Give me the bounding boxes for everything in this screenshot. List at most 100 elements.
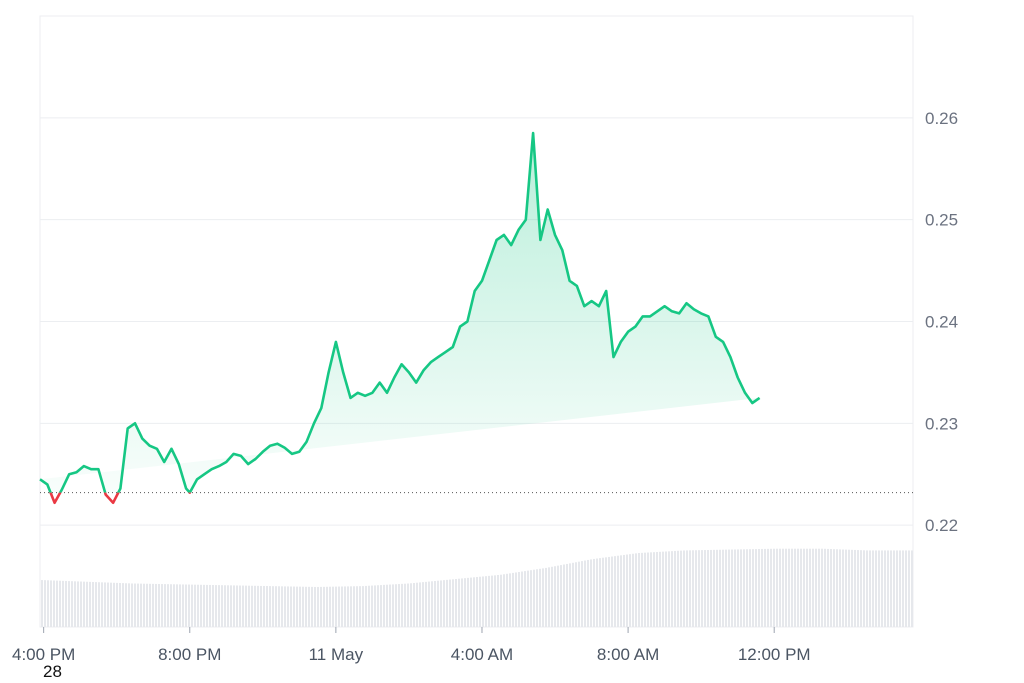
volume-bar [332, 586, 334, 627]
volume-bar [185, 584, 187, 627]
volume-bar [605, 557, 607, 627]
volume-bar [506, 573, 508, 627]
volume-bar [773, 548, 775, 627]
volume-bar [152, 583, 154, 627]
volume-bar [248, 585, 250, 627]
volume-bar [896, 550, 898, 627]
volume-bar [308, 586, 310, 627]
volume-bar [287, 586, 289, 627]
volume-bar [245, 585, 247, 627]
volume-bar [104, 582, 106, 627]
volume-bar [830, 549, 832, 627]
volume-bar [494, 575, 496, 627]
volume-bar [344, 586, 346, 627]
volume-bar [128, 583, 130, 627]
volume-bar [89, 581, 91, 627]
volume-bar [86, 581, 88, 627]
volume-bar [218, 585, 220, 627]
volume-bar [662, 551, 664, 627]
volume-bar [179, 584, 181, 627]
volume-bar [173, 584, 175, 627]
volume-bar [851, 549, 853, 627]
volume-bar [485, 576, 487, 627]
volume-bar [221, 585, 223, 627]
volume-bar [713, 549, 715, 627]
volume-bar [419, 582, 421, 627]
y-tick-label: 0.23 [925, 414, 958, 433]
volume-bar [443, 580, 445, 627]
volume-bar [386, 584, 388, 627]
volume-bar [803, 548, 805, 627]
volume-bar [881, 550, 883, 627]
volume-bar [290, 586, 292, 627]
volume-bar [131, 583, 133, 627]
volume-bar [251, 585, 253, 627]
volume-bar [491, 575, 493, 627]
price-area [40, 133, 760, 493]
volume-bar [458, 578, 460, 627]
volume-bar [641, 552, 643, 627]
volume-bar [380, 585, 382, 627]
volume-bar [542, 568, 544, 627]
volume-bar [812, 548, 814, 627]
volume-bar [533, 569, 535, 627]
volume-bar [113, 582, 115, 627]
price-line-up [39, 131, 761, 493]
volume-bar [323, 586, 325, 627]
volume-bar [353, 586, 355, 627]
volume-bar [548, 567, 550, 627]
volume-bar [854, 549, 856, 627]
volume-bar [371, 585, 373, 627]
volume-bar [293, 586, 295, 627]
volume-bar [242, 585, 244, 627]
y-tick-label: 0.24 [925, 313, 958, 332]
volume-bar [518, 571, 520, 627]
volume-bar [275, 586, 277, 627]
volume-bar [452, 579, 454, 627]
volume-bar [749, 549, 751, 627]
volume-bar [497, 575, 499, 627]
volume-bar [560, 565, 562, 627]
volume-bar [737, 549, 739, 627]
volume-bar [845, 549, 847, 627]
volume-bar [686, 550, 688, 627]
volume-bar [206, 584, 208, 627]
volume-bar [788, 548, 790, 627]
volume-bar [161, 584, 163, 627]
volume-bar [575, 562, 577, 627]
volume-bar [143, 583, 145, 627]
volume-bar [611, 556, 613, 627]
volume-bar [887, 550, 889, 627]
volume-bar [578, 561, 580, 627]
volume-bar [359, 586, 361, 627]
volume-bar [281, 586, 283, 627]
x-tick-label: 8:00 AM [597, 645, 659, 664]
volume-bar [74, 581, 76, 627]
volume-bar [716, 549, 718, 627]
volume-bar [566, 563, 568, 627]
volume-bar [167, 584, 169, 627]
volume-bar [488, 575, 490, 627]
volume-bar [119, 583, 121, 627]
volume-bar [800, 548, 802, 627]
volume-bar [416, 582, 418, 627]
volume-bar [863, 550, 865, 627]
volume-bar [902, 550, 904, 627]
volume-bar [407, 583, 409, 627]
volume-bar [878, 550, 880, 627]
volume-bar [212, 585, 214, 627]
volume-bar [587, 559, 589, 627]
x-tick-label: 4:00 PM [12, 645, 75, 664]
volume-bar [53, 580, 55, 627]
volume-bar [77, 581, 79, 627]
x-tick-label: 11 May [309, 645, 364, 664]
volume-bar [683, 550, 685, 627]
volume-bar [674, 550, 676, 627]
volume-bar [101, 582, 103, 627]
volume-bar [764, 548, 766, 627]
volume-bar [860, 550, 862, 627]
volume-bar [296, 586, 298, 627]
volume-bar [884, 550, 886, 627]
volume-bar [431, 581, 433, 627]
